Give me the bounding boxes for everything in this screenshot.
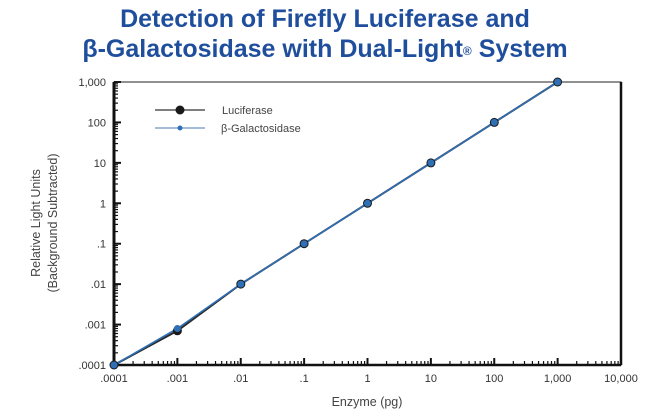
data-point-galactosidase <box>300 240 308 248</box>
series-line-galactosidase <box>113 81 559 366</box>
chart-title-line-2: β-Galactosidase with Dual-Light® System <box>82 35 568 63</box>
data-point-galactosidase <box>554 78 562 86</box>
x-tick-label: 10 <box>425 373 437 385</box>
data-point-galactosidase <box>427 159 435 167</box>
legend-label-galactosidase: β-Galactosidase <box>221 123 301 135</box>
legend-marker-galactosidase <box>177 125 183 131</box>
legend: Luciferase β-Galactosidase <box>155 105 301 135</box>
y-tick-label: .001 <box>85 320 106 332</box>
x-tick-label: .1 <box>300 373 309 385</box>
x-tick-label: .0001 <box>100 373 128 385</box>
x-tick-labels: .0001 .001 .01 .1 1 10 100 1,000 10,000 <box>100 373 638 385</box>
data-point-galactosidase <box>237 280 245 288</box>
y-tick-label: 1,000 <box>78 77 106 89</box>
y-tick-label: 100 <box>88 117 106 129</box>
y-tick-label: .1 <box>97 239 106 251</box>
chart-title: Detection of Firefly Luciferase and β-Ga… <box>0 4 650 64</box>
y-axis-title: Relative Light Units <box>29 169 43 277</box>
y-axis-subtitle: (Background Subtracted) <box>46 154 60 293</box>
data-point-galactosidase <box>173 325 181 332</box>
y-tick-label: .0001 <box>78 360 106 372</box>
x-tick-label: 1,000 <box>544 373 572 385</box>
x-tick-label: .01 <box>233 373 248 385</box>
data-series <box>109 77 563 370</box>
x-tick-label: 100 <box>485 373 503 385</box>
x-tick-label: 1 <box>364 373 370 385</box>
data-point-galactosidase <box>110 361 118 369</box>
y-tick-labels: .0001 .001 .01 .1 1 10 100 1,000 <box>78 77 106 372</box>
y-tick-label: .01 <box>91 279 106 291</box>
data-point-galactosidase <box>490 118 498 126</box>
y-tick-label: 10 <box>94 158 106 170</box>
x-tick-label: .001 <box>167 373 188 385</box>
x-axis-title: Enzyme (pg) <box>332 395 403 409</box>
data-point-galactosidase <box>364 199 371 207</box>
x-tick-label: 10,000 <box>604 373 638 385</box>
y-tick-label: 1 <box>100 198 106 210</box>
registered-mark: ® <box>462 44 472 58</box>
chart-title-line-1: Detection of Firefly Luciferase and <box>120 5 530 33</box>
legend-label-luciferase: Luciferase <box>222 105 273 117</box>
legend-marker-luciferase <box>175 105 185 115</box>
